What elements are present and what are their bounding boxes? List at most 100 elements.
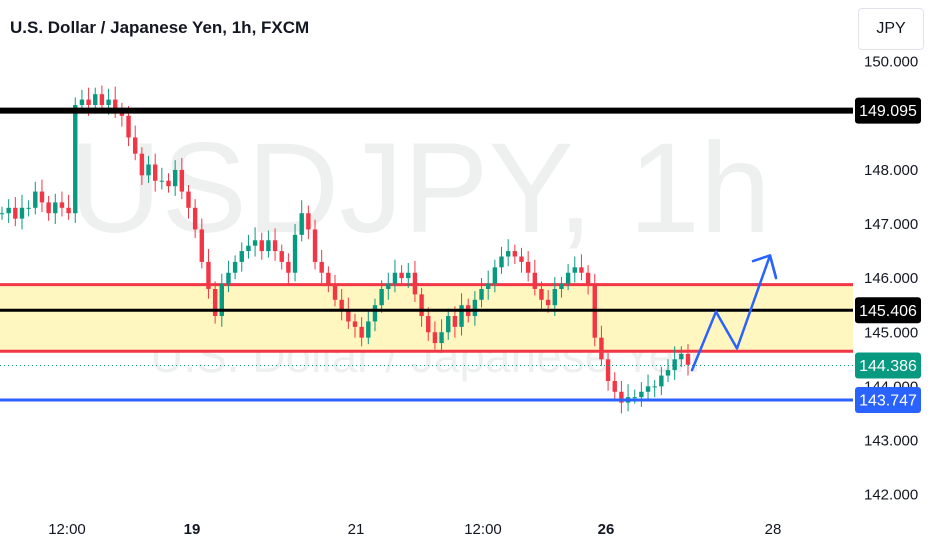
price-tags: 149.095 145.406 143.747 144.386 [855, 97, 921, 414]
candle-body [33, 191, 38, 208]
candle-body [26, 207, 31, 209]
candle-body [332, 283, 338, 300]
price-tag-label: 149.095 [859, 103, 917, 120]
candle-body [559, 283, 564, 289]
candle-body [266, 240, 271, 252]
candle-body [219, 283, 224, 317]
price-tick-label: 150.000 [864, 54, 918, 71]
candle-body [186, 191, 191, 208]
candle-body [406, 272, 411, 279]
candle-body [652, 386, 657, 388]
price-tick-label: 142.000 [864, 487, 918, 504]
candle-body [545, 299, 551, 306]
price-tag-143.747 [855, 387, 921, 414]
watermark-symbol: USDJPY, 1h [69, 117, 771, 260]
candle-body [679, 353, 684, 360]
price-tag-145.406 [855, 297, 921, 324]
candle-body [166, 180, 171, 187]
candle-body [212, 288, 218, 317]
candle-body [226, 272, 231, 284]
candle-body [605, 359, 611, 381]
time-tick-label: 21 [348, 521, 365, 538]
price-tick-label: 146.000 [864, 270, 918, 287]
candle-body [512, 251, 518, 257]
candle-body [339, 299, 344, 311]
candle-body [19, 207, 25, 219]
candle-body [366, 321, 371, 338]
candle-body [552, 288, 557, 306]
candle-body [159, 180, 165, 182]
chart-title: U.S. Dollar / Japanese Yen, 1h, FXCM [10, 18, 310, 37]
time-tick-label: 12:00 [48, 521, 86, 538]
price-tick-label: 143.000 [864, 432, 918, 449]
candle-body [645, 386, 651, 392]
price-tag-label: 144.386 [859, 358, 917, 375]
candle-body [252, 240, 258, 246]
candle-body [479, 288, 484, 300]
candle-body [505, 251, 511, 257]
candle-body [53, 202, 58, 214]
candle-body [685, 353, 691, 365]
time-tick-label: 19 [184, 521, 201, 538]
candle-body [346, 310, 351, 322]
candle-body [146, 164, 151, 176]
candle-body [639, 391, 644, 398]
candle-body [179, 169, 185, 192]
currency-button[interactable]: JPY [858, 8, 924, 50]
candle-body [66, 207, 71, 214]
candle-body [485, 283, 491, 289]
candle-body [399, 272, 404, 279]
price-tick-label: 145.000 [864, 324, 918, 341]
candle-body [6, 207, 11, 214]
candle-body [73, 104, 78, 214]
candle-body [0, 213, 5, 215]
candle-body [279, 251, 284, 262]
price-tag-label: 145.406 [859, 303, 917, 320]
candle-body [232, 261, 238, 273]
time-axis[interactable]: 12:00 19 21 12:00 26 28 [48, 521, 781, 538]
candle-body [292, 234, 298, 273]
time-tick-label: 12:00 [464, 521, 502, 538]
candle-body [319, 261, 324, 273]
candle-body [519, 256, 524, 262]
candle-body [459, 305, 464, 327]
candle-body [599, 337, 604, 360]
candle-body [432, 332, 438, 344]
candle-body [452, 316, 458, 327]
candle-body [372, 305, 378, 322]
candle-body [665, 370, 671, 376]
candle-body [93, 94, 98, 105]
candle-body [525, 261, 531, 273]
candle-body [246, 245, 251, 252]
candle-body [152, 164, 158, 181]
time-tick-label: 28 [765, 521, 782, 538]
price-tag-149.095 [855, 97, 921, 124]
candle-body [113, 99, 118, 111]
candle-body [239, 251, 244, 262]
candle-body [106, 99, 111, 105]
projection-drawing[interactable] [690, 254, 778, 372]
candle-body [206, 261, 211, 289]
candle-body [412, 272, 418, 295]
candle-body [172, 169, 178, 187]
candle-body [326, 272, 331, 284]
candle-body [192, 207, 198, 230]
candle-body [379, 288, 384, 306]
candle-body [532, 272, 538, 289]
candle-body [99, 94, 105, 105]
time-tick-label: 26 [598, 521, 615, 538]
candle-body [392, 272, 398, 284]
candle-body [46, 202, 51, 214]
price-tick-label: 147.000 [864, 216, 918, 233]
candle-body [79, 99, 85, 105]
candle-body [306, 213, 311, 230]
candle-body [352, 321, 358, 327]
candle-body [446, 316, 451, 333]
candle-body [359, 326, 364, 338]
horizontal-levels[interactable] [0, 107, 853, 402]
candlestick-series [0, 85, 691, 414]
candle-body [612, 380, 617, 392]
price-tag-144.386 [855, 352, 921, 379]
candle-body [426, 316, 431, 333]
